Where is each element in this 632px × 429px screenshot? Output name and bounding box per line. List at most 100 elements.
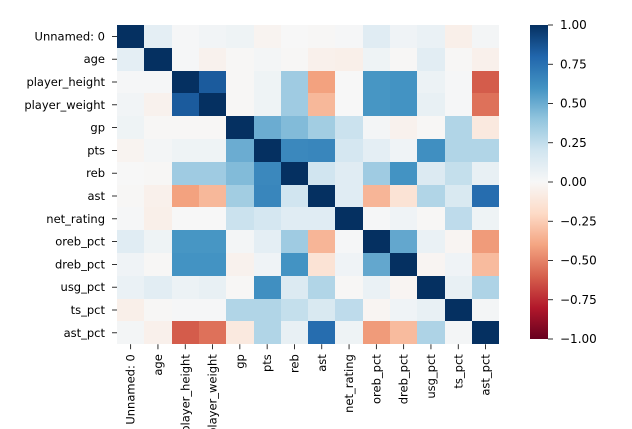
x-tick-label: player_weight: [206, 354, 220, 429]
heatmap-cell: [308, 299, 335, 321]
heatmap-cell: [226, 230, 254, 253]
heatmap-cell: [417, 93, 445, 116]
heatmap-cell: [417, 321, 445, 344]
heatmap-cell: [172, 25, 199, 48]
heatmap-cell: [226, 93, 254, 116]
heatmap-cell: [117, 116, 144, 139]
heatmap-cell: [308, 116, 335, 139]
heatmap-cell: [281, 25, 308, 48]
y-tick-label: player_weight: [24, 98, 105, 112]
heatmap-cell: [199, 321, 226, 344]
heatmap-cell: [445, 48, 472, 71]
heatmap-cell: [308, 25, 335, 48]
heatmap-cell: [472, 185, 499, 207]
y-tick-label: dreb_pct: [55, 257, 106, 271]
heatmap-cell: [363, 93, 390, 116]
heatmap-cell: [363, 230, 390, 253]
y-tick-label: Unnamed: 0: [35, 29, 105, 43]
heatmap-cell: [172, 139, 199, 162]
heatmap-cell: [281, 71, 308, 93]
heatmap-cell: [117, 162, 144, 185]
heatmap-cell: [254, 48, 281, 71]
heatmap-cell: [172, 48, 199, 71]
heatmap-cell: [281, 253, 308, 276]
colorbar-tick-label: −1.00: [560, 332, 597, 346]
heatmap-cell: [144, 139, 172, 162]
colorbar-tick-label: 1.00: [560, 18, 587, 32]
heatmap-cell: [199, 139, 226, 162]
heatmap-cell: [172, 93, 199, 116]
heatmap-cell: [417, 71, 445, 93]
y-tick-label: ast_pct: [64, 326, 106, 340]
heatmap-cell: [390, 276, 417, 299]
x-tick-label: dreb_pct: [397, 354, 411, 405]
heatmap-cell: [226, 162, 254, 185]
heatmap-cell: [199, 230, 226, 253]
heatmap-cell: [390, 139, 417, 162]
heatmap-cell: [445, 185, 472, 207]
heatmap-cell: [472, 25, 499, 48]
heatmap-cell: [335, 321, 363, 344]
heatmap-cell: [226, 276, 254, 299]
heatmap-cell: [144, 162, 172, 185]
heatmap-cell: [308, 276, 335, 299]
heatmap-cell: [117, 25, 144, 48]
heatmap-cell: [390, 207, 417, 230]
heatmap-cell: [445, 207, 472, 230]
heatmap-cell: [335, 71, 363, 93]
heatmap-cell: [254, 230, 281, 253]
heatmap-cell: [172, 116, 199, 139]
heatmap-cell: [335, 276, 363, 299]
heatmap-cell: [172, 321, 199, 344]
heatmap-cell: [335, 93, 363, 116]
heatmap-cell: [445, 162, 472, 185]
heatmap-cell: [254, 276, 281, 299]
x-tick-label: pts: [260, 354, 274, 372]
heatmap-cell: [226, 116, 254, 139]
x-tick-label: ast: [315, 354, 329, 372]
heatmap-cell: [417, 162, 445, 185]
heatmap-cell: [335, 185, 363, 207]
heatmap-cell: [390, 253, 417, 276]
colorbar-tick-label: 0.50: [560, 97, 587, 111]
heatmap-cell: [335, 25, 363, 48]
heatmap-cell: [417, 253, 445, 276]
heatmap-cell: [117, 71, 144, 93]
heatmap-cell: [363, 185, 390, 207]
heatmap-cell: [226, 25, 254, 48]
heatmap-cell: [390, 321, 417, 344]
heatmap-cell: [117, 321, 144, 344]
heatmap-cell: [199, 162, 226, 185]
heatmap-cell: [199, 25, 226, 48]
heatmap-cell: [363, 207, 390, 230]
heatmap-cell: [417, 185, 445, 207]
heatmap-cell: [417, 25, 445, 48]
colorbar-gradient: [530, 25, 548, 339]
heatmap-cell: [281, 139, 308, 162]
heatmap-cell: [445, 116, 472, 139]
heatmap-cell: [417, 139, 445, 162]
heatmap-cell: [172, 71, 199, 93]
x-tick-label: ts_pct: [451, 354, 465, 389]
heatmap-cell: [144, 276, 172, 299]
heatmap-cell: [144, 299, 172, 321]
heatmap-cell: [281, 276, 308, 299]
heatmap-cell: [390, 48, 417, 71]
heatmap-cell: [363, 321, 390, 344]
heatmap-cell: [472, 162, 499, 185]
heatmap-cell: [417, 299, 445, 321]
heatmap-cell: [254, 162, 281, 185]
heatmap-cell: [117, 139, 144, 162]
heatmap-cell: [281, 321, 308, 344]
heatmap-cell: [281, 230, 308, 253]
heatmap-cell: [117, 93, 144, 116]
heatmap-cell: [445, 71, 472, 93]
heatmap-cell: [226, 321, 254, 344]
colorbar: [530, 25, 548, 339]
heatmap-cell: [144, 253, 172, 276]
heatmap-cell: [172, 276, 199, 299]
y-tick-label: gp: [90, 121, 105, 135]
heatmap-cell: [199, 71, 226, 93]
colorbar-tick-label: 0.00: [560, 175, 587, 189]
heatmap-cell: [144, 48, 172, 71]
